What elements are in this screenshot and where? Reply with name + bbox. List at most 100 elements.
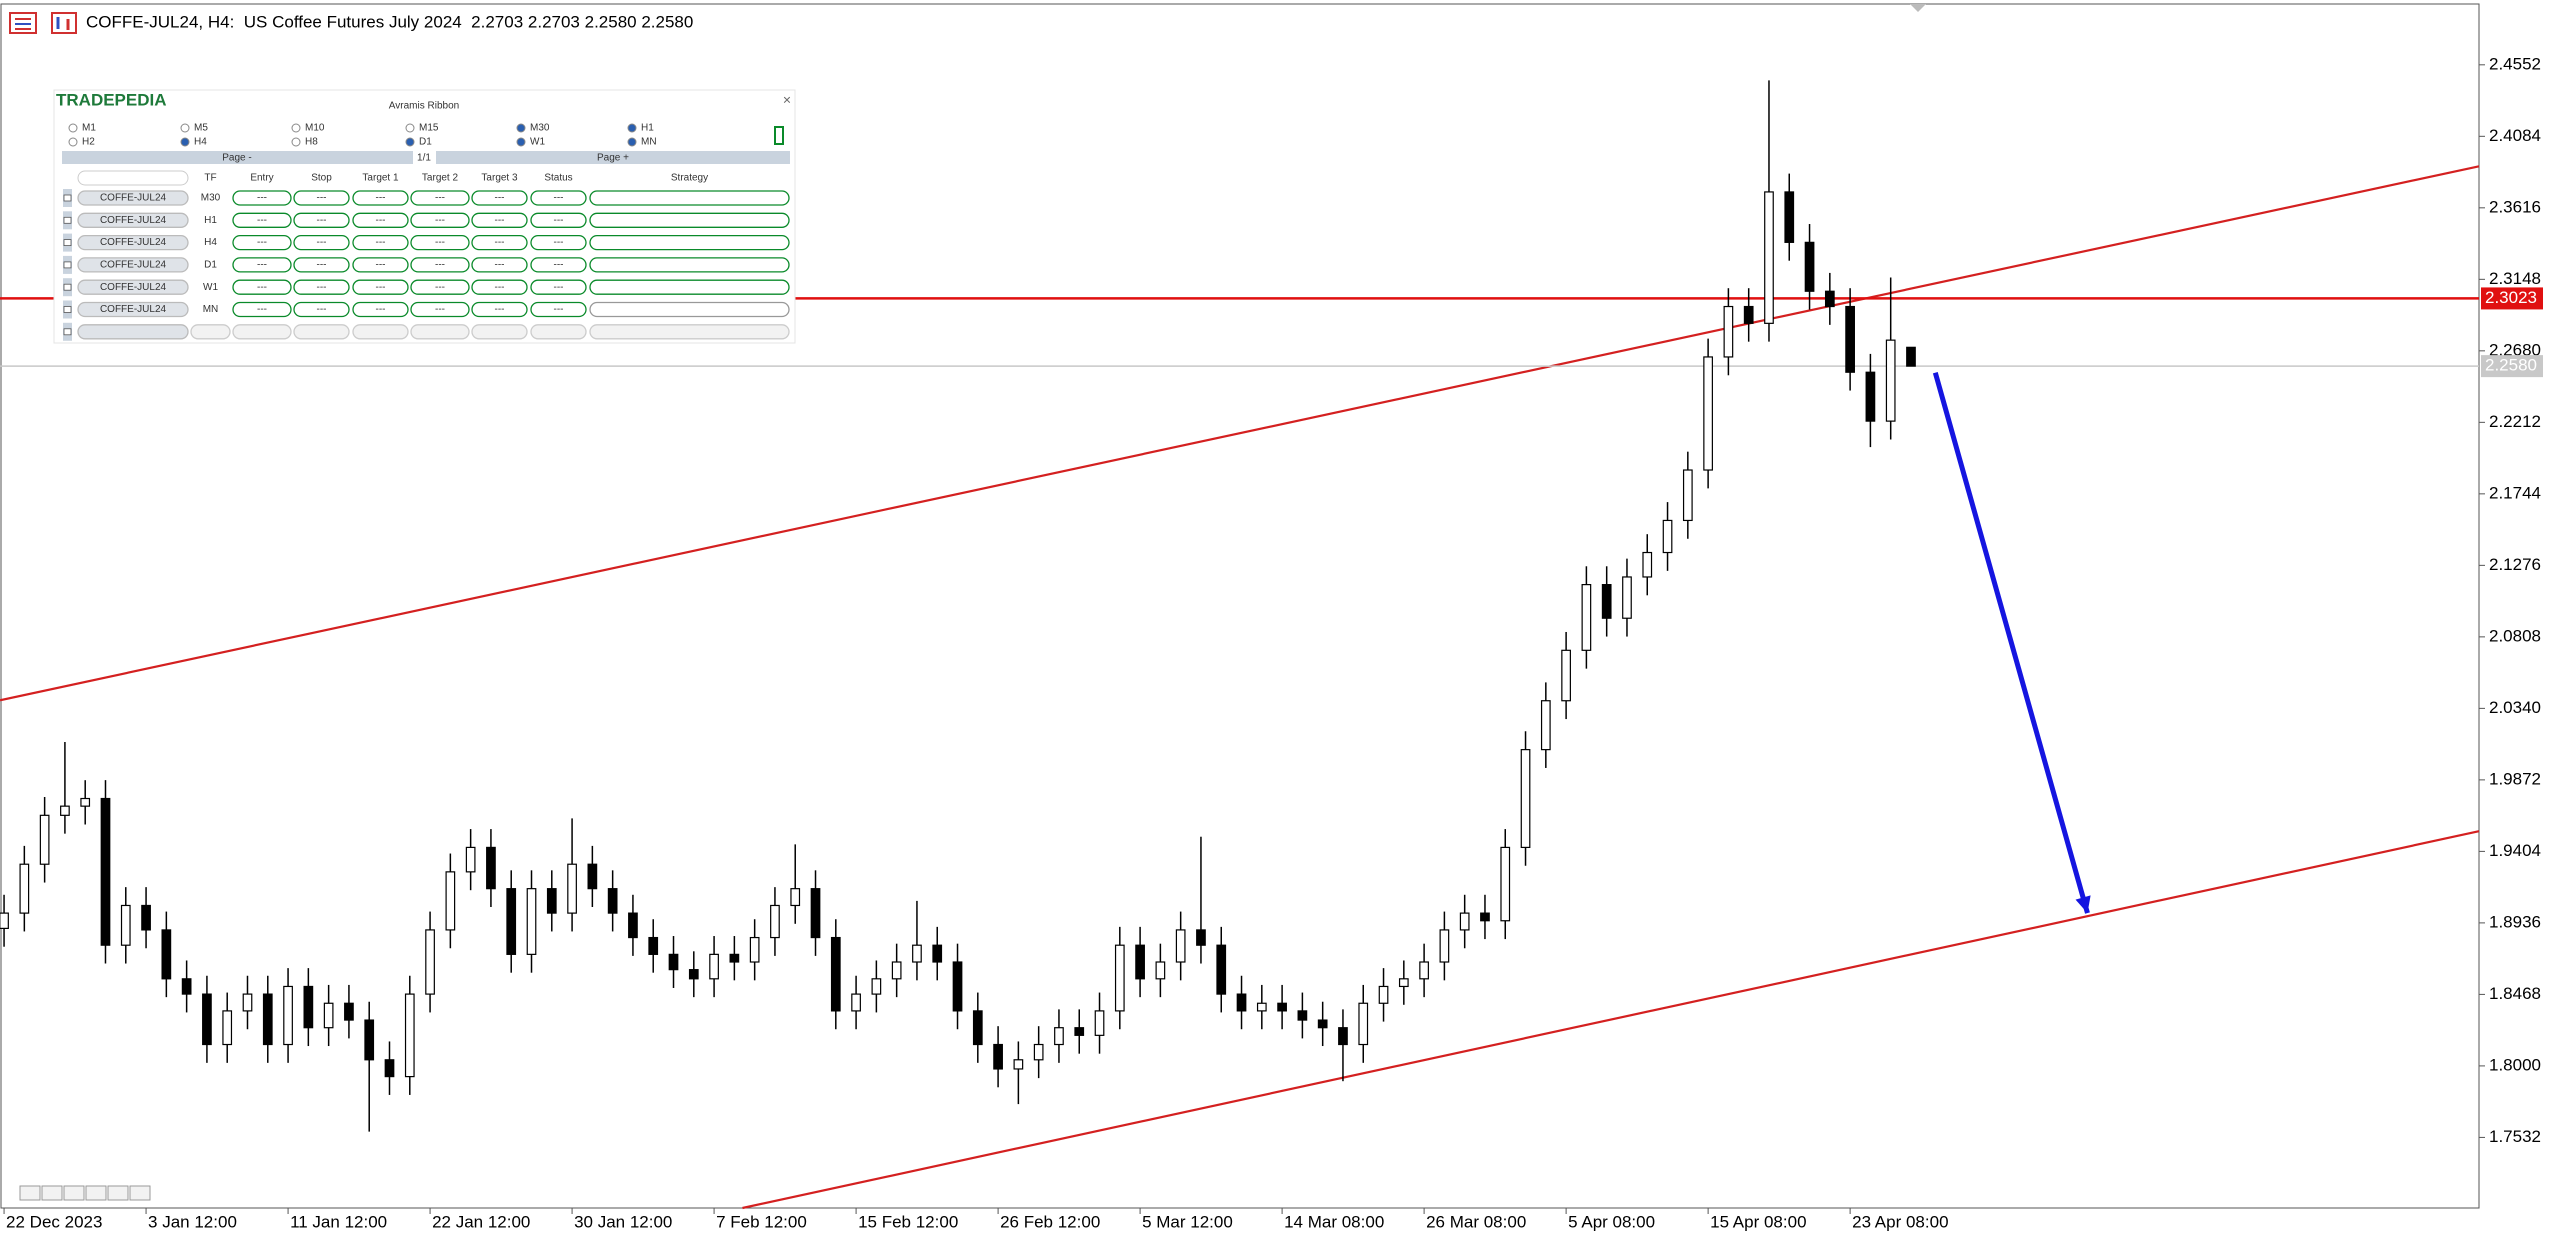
timeframe-radio[interactable] — [68, 137, 78, 147]
timeframe-radio[interactable] — [405, 123, 415, 133]
candle-body — [1196, 929, 1206, 946]
x-tick-label: 7 Feb 12:00 — [716, 1212, 807, 1231]
cell-pill — [77, 301, 189, 318]
timeframe-radio[interactable] — [180, 137, 190, 147]
candle-body — [1581, 584, 1592, 651]
timeframe-label: H4 — [194, 137, 207, 148]
x-tick-label: 22 Jan 12:00 — [432, 1212, 530, 1231]
candle-body — [1175, 929, 1186, 963]
signal-panel: TRADEPEDIA Avramis Ribbon × Page - 1/1 P… — [53, 89, 796, 344]
chart-icon[interactable] — [51, 12, 77, 34]
timeframe-radio[interactable] — [627, 123, 637, 133]
candle-body — [39, 814, 50, 865]
cell-text: COFFE-JUL24 — [100, 260, 167, 271]
cell-text: --- — [554, 260, 564, 271]
candle-body — [1642, 551, 1653, 578]
column-header: Strategy — [671, 173, 708, 184]
column-header: TF — [204, 173, 216, 184]
scroll-button[interactable] — [129, 1185, 151, 1201]
timeframe-cell: H1 — [204, 215, 217, 226]
scroll-button[interactable] — [107, 1185, 129, 1201]
page-next-button[interactable] — [436, 151, 790, 164]
timeframe-radio[interactable] — [68, 123, 78, 133]
y-tick-label: 2.3616 — [2489, 197, 2541, 216]
candle-body — [1033, 1043, 1044, 1061]
timeframe-label: H8 — [305, 137, 318, 148]
cell-text: --- — [435, 215, 445, 226]
cell-text: --- — [257, 282, 267, 293]
cell-pill — [471, 279, 528, 295]
cell-pill — [589, 212, 790, 228]
candle-body — [1439, 929, 1450, 963]
timeframe-radio[interactable] — [516, 123, 526, 133]
cell-text: --- — [376, 237, 386, 248]
candle-body — [1114, 944, 1125, 1012]
cell-pill — [232, 257, 292, 273]
timeframe-radio[interactable] — [516, 137, 526, 147]
cell-text: --- — [495, 304, 505, 315]
timeframe-label: H1 — [641, 123, 654, 134]
cell-text: --- — [317, 215, 327, 226]
toolbar-icon[interactable] — [9, 12, 77, 34]
timeframe-radio[interactable] — [405, 137, 415, 147]
page-prev-label[interactable]: Page - — [222, 153, 251, 164]
candle-body — [1824, 290, 1835, 308]
y-tick-label: 1.9872 — [2489, 769, 2541, 788]
cell-text: --- — [317, 260, 327, 271]
column-header: Target 2 — [422, 173, 459, 184]
candle-body — [1540, 700, 1551, 751]
candle-body — [709, 953, 719, 980]
row-icon — [63, 216, 72, 224]
scroll-button[interactable] — [41, 1185, 63, 1201]
candle-body — [1520, 749, 1531, 849]
x-tick-label: 11 Jan 12:00 — [290, 1212, 387, 1231]
timeframe-radio[interactable] — [180, 123, 190, 133]
candle-body — [1317, 1019, 1328, 1029]
cell-text: --- — [257, 260, 267, 271]
page-prev-button[interactable] — [62, 151, 413, 164]
cell-pill — [471, 190, 528, 206]
y-tick-label: 1.9404 — [2489, 841, 2541, 860]
scroll-button[interactable] — [85, 1185, 107, 1201]
cell-pill — [352, 279, 409, 295]
x-tick-label: 3 Jan 12:00 — [148, 1212, 237, 1231]
candle-body — [1155, 961, 1166, 980]
cell-pill — [190, 324, 231, 340]
cell-pill — [352, 324, 409, 340]
cell-text: COFFE-JUL24 — [100, 237, 167, 248]
candle-body — [851, 993, 861, 1012]
shift-marker — [1910, 4, 1926, 12]
candle-body — [1723, 305, 1734, 358]
cell-pill — [232, 234, 292, 251]
timeframe-radio[interactable] — [291, 123, 301, 133]
cell-pill — [77, 190, 189, 206]
timeframe-radio[interactable] — [291, 137, 301, 147]
scroll-button[interactable] — [63, 1185, 85, 1201]
timeframe-label: D1 — [419, 137, 432, 148]
candle-body — [729, 953, 740, 963]
timeframe-label: W1 — [530, 137, 545, 148]
candle-body — [972, 1010, 983, 1046]
cell-pill — [471, 234, 528, 251]
cell-text: --- — [554, 282, 564, 293]
y-tick-label: 2.0340 — [2489, 698, 2541, 717]
cell-pill — [77, 324, 189, 340]
candle-body — [607, 888, 618, 914]
timeframe-radio[interactable] — [627, 137, 637, 147]
cell-text: --- — [257, 237, 267, 248]
cell-text: COFFE-JUL24 — [100, 282, 167, 293]
page-next-label[interactable]: Page + — [597, 153, 629, 164]
panel-close[interactable]: × — [783, 92, 791, 108]
timeframe-label: M10 — [305, 123, 325, 134]
candle-body — [1419, 961, 1429, 980]
row-icon — [63, 261, 72, 269]
page-indicator: 1/1 — [417, 153, 431, 164]
cell-pill — [530, 190, 587, 206]
row-icon — [63, 283, 72, 291]
cell-pill — [471, 212, 528, 228]
cell-pill — [77, 234, 189, 251]
timeframe-cell: M30 — [201, 193, 221, 204]
cell-text: COFFE-JUL24 — [100, 304, 167, 315]
cell-text: --- — [317, 237, 327, 248]
scroll-button[interactable] — [19, 1185, 41, 1201]
